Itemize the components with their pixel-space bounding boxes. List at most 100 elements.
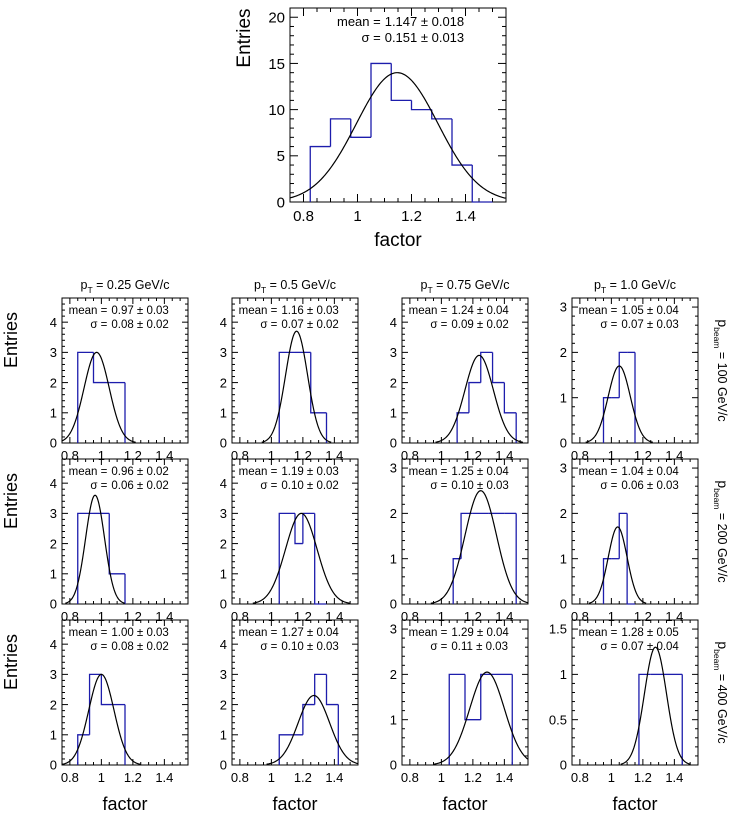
column-header-pt: pT = 1.0 GeV/c [594,278,676,295]
x-tick-label: 1.4 [665,770,683,785]
row-label-pbeam: pbeam = 200 GeV/c [712,480,731,582]
y-tick-label: 0 [390,597,397,612]
column-x-axis-label: factor [272,794,317,814]
gaussian-fit-curve [62,673,141,765]
x-tick-label: 1 [608,609,615,624]
histogram [309,62,493,203]
sigma-value: 0.11 ± 0.03 [451,641,508,653]
histogram-bin [278,512,295,604]
sigma-value: 0.151 ± 0.013 [385,30,464,45]
histogram-bin [325,674,339,706]
y-tick-label: 0 [277,194,285,211]
histogram-bin [638,673,651,765]
x-tick-label: 1 [438,448,445,463]
y-tick-label: 3 [560,461,567,476]
y-tick-label: 2 [560,506,567,521]
histogram [278,673,339,765]
sigma-value: 0.06 ± 0.03 [621,480,678,492]
mean-value: 1.19 ± 0.03 [281,466,338,478]
histogram-bin [314,673,327,705]
sigma-value: 0.09 ± 0.02 [451,319,508,331]
histogram [602,512,635,605]
mean-value: 1.04 ± 0.04 [621,466,679,478]
summary-x-axis-label: factor [374,230,422,251]
panel-summary: 0.8 1 1.2 1.4 0 5 10 15 20 mean = 1.147 ± 0.018 σ =… [268,7,507,225]
histogram-bin [618,351,628,398]
sigma-label: σ = [90,319,107,331]
gaussian-fit-curve [289,72,506,199]
y-tick-label: 2 [560,345,567,360]
gaussian-fit-curve [65,494,125,604]
x-tick-label: 0.8 [571,770,589,785]
x-tick-label: 1.2 [464,770,482,785]
mean-value: 1.24 ± 0.04 [451,305,509,317]
x-tick-label: 1 [98,609,105,624]
column-x-axis-label: factor [442,794,487,814]
sigma-value: 0.10 ± 0.03 [281,641,338,653]
y-tick-label: 1 [560,551,567,566]
y-tick-label: 3 [390,461,397,476]
histogram-bin [294,513,303,545]
mean-label: mean = [239,466,278,478]
y-tick-label: 0 [50,597,57,612]
x-tick-label: 1 [268,770,275,785]
histogram-bin [350,118,371,138]
histogram-bin [77,512,94,604]
histogram-bin [77,351,94,443]
x-tick-label: 1 [438,770,445,785]
y-tick-label: 2 [50,375,57,390]
gaussian-fit-curve [433,671,529,765]
row-y-axis-label: Entries [1,634,21,690]
gaussian-fit-curve [252,512,351,604]
x-tick-label: 1.2 [294,770,312,785]
sigma-value: 0.08 ± 0.02 [111,641,168,653]
mean-label: mean = [579,305,618,317]
histogram [452,512,517,604]
gaussian-fit-curve [430,490,528,604]
histogram [77,351,126,443]
sigma-value: 0.08 ± 0.02 [111,319,168,331]
x-tick-label: 1 [98,770,105,785]
y-tick-label: 2 [50,536,57,551]
sigma-label: σ = [260,641,277,653]
y-tick-label: 3 [220,345,227,360]
sigma-label: σ = [600,319,617,331]
histogram-bin [314,513,327,605]
gaussian-fit-curve [588,526,647,604]
panel-r2c2: 0.8 1 1.2 1.4 0 1 2 3 mean = 1.29 ± 0.04 σ = 0.11 ±… [390,619,529,785]
y-tick-label: 1 [50,566,57,581]
y-tick-label: 4 [390,315,397,330]
y-tick-label: 0 [560,758,567,773]
histogram-bin [302,512,315,544]
histogram-bin [480,351,493,383]
mean-label: mean = [579,627,618,639]
y-tick-label: 3 [50,667,57,682]
y-tick-label: 1 [560,667,567,682]
mean-label: mean = [239,627,278,639]
x-tick-label: 0.8 [401,770,419,785]
row-y-axis-label: Entries [1,473,21,529]
x-tick-label: 1.2 [401,208,422,225]
y-tick-label: 4 [50,315,57,330]
panel-r2c0: 0.8 1 1.2 1.4 0 1 2 3 4 mean = 1.00 ± 0.03 σ = 0.08 … [50,619,189,785]
y-tick-label: 3 [390,622,397,637]
y-tick-label: 1 [220,405,227,420]
histogram-bin [108,513,125,575]
y-tick-label: 2 [390,506,397,521]
y-tick-label: 15 [268,56,285,73]
histogram-bin [88,673,102,735]
gaussian-fit-curve [261,330,332,443]
y-tick-label: 3 [50,345,57,360]
y-tick-label: 0 [50,758,57,773]
histogram-bin [370,62,392,138]
mean-value: 1.147 ± 0.018 [385,14,464,29]
x-tick-label: 1 [98,448,105,463]
x-tick-label: 1 [353,208,361,225]
histogram-bin [456,412,469,443]
x-tick-label: 1 [438,609,445,624]
sigma-label: σ = [90,480,107,492]
mean-value: 1.25 ± 0.04 [451,466,509,478]
mean-value: 1.27 ± 0.04 [281,627,339,639]
